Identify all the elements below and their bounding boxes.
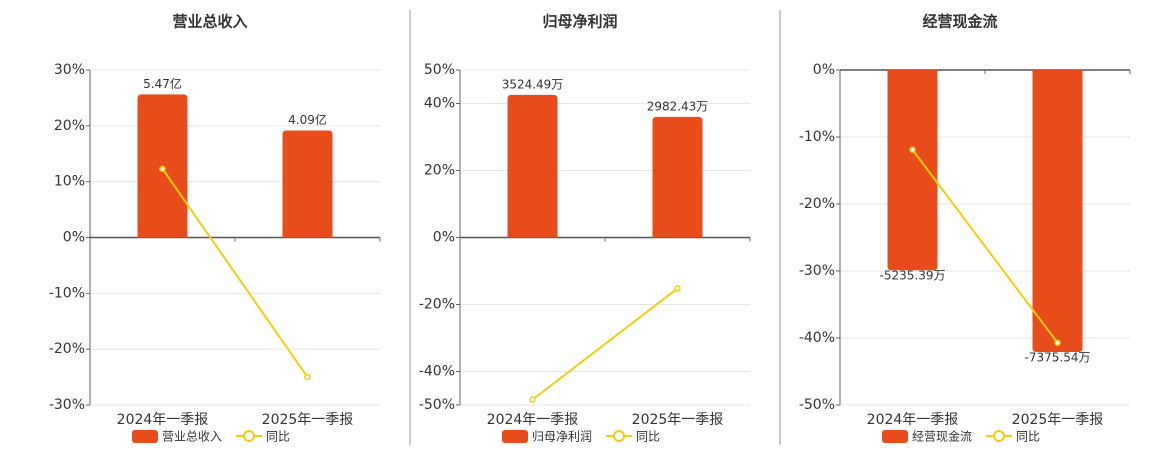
legend-swatch bbox=[882, 430, 908, 443]
x-tick-label: 2024年一季报 bbox=[487, 412, 579, 428]
data-label: 2982.43万 bbox=[647, 99, 709, 113]
legend-label: 营业总收入 bbox=[162, 430, 222, 444]
bar bbox=[652, 116, 703, 238]
y-tick-label: 0% bbox=[433, 230, 455, 246]
bar bbox=[1032, 70, 1083, 353]
data-label: -7375.54万 bbox=[1025, 351, 1091, 365]
y-tick-label: -30% bbox=[799, 263, 835, 279]
legend-swatch bbox=[502, 430, 528, 443]
chart-title: 营业总收入 bbox=[172, 13, 247, 31]
line-point bbox=[529, 396, 536, 403]
x-tick-label: 2025年一季报 bbox=[1012, 412, 1104, 428]
x-tick-label: 2025年一季报 bbox=[632, 412, 724, 428]
data-label: 3524.49万 bbox=[502, 77, 564, 91]
legend-label: 归母净利润 bbox=[532, 430, 592, 444]
x-tick-label: 2025年一季报 bbox=[262, 412, 354, 428]
y-tick-label: -40% bbox=[419, 364, 455, 380]
legend-swatch bbox=[243, 430, 256, 442]
data-label: 4.09亿 bbox=[288, 112, 327, 127]
y-tick-label: -40% bbox=[799, 330, 835, 346]
bar bbox=[282, 130, 333, 238]
chart-title: 归母净利润 bbox=[542, 13, 617, 31]
y-tick-label: -50% bbox=[799, 397, 835, 413]
y-tick-label: -10% bbox=[799, 129, 835, 145]
legend-label: 同比 bbox=[266, 430, 290, 444]
y-tick-label: 0% bbox=[813, 62, 835, 78]
line-point bbox=[1054, 339, 1061, 346]
line bbox=[531, 287, 679, 401]
x-tick-label: 2024年一季报 bbox=[867, 412, 959, 428]
y-tick-label: 0% bbox=[63, 230, 85, 246]
line bbox=[911, 149, 1059, 344]
legend-swatch bbox=[993, 430, 1006, 442]
line bbox=[161, 168, 309, 378]
y-tick-label: -10% bbox=[49, 285, 85, 301]
y-tick-label: 50% bbox=[424, 62, 455, 78]
line-point bbox=[909, 146, 916, 153]
y-tick-label: -20% bbox=[419, 297, 455, 313]
y-tick-label: 20% bbox=[424, 163, 455, 179]
bar bbox=[887, 70, 938, 271]
line-point bbox=[674, 285, 681, 292]
y-tick-label: -50% bbox=[419, 397, 455, 413]
legend-label: 经营现金流 bbox=[912, 429, 972, 444]
line-point bbox=[304, 373, 311, 381]
legend-swatch bbox=[132, 430, 158, 443]
legend-swatch bbox=[613, 430, 626, 442]
y-tick-label: -30% bbox=[49, 397, 85, 413]
data-label: 5.47亿 bbox=[143, 76, 182, 91]
data-label: -5235.39万 bbox=[880, 269, 946, 283]
y-tick-label: 30% bbox=[54, 62, 85, 78]
y-tick-label: 40% bbox=[424, 96, 455, 112]
y-tick-label: -20% bbox=[49, 341, 85, 357]
line-point bbox=[159, 165, 166, 173]
y-tick-label: -20% bbox=[799, 196, 835, 212]
bar bbox=[507, 94, 558, 238]
y-tick-label: 20% bbox=[54, 118, 85, 134]
chart-title: 经营现金流 bbox=[922, 13, 997, 31]
legend-label: 同比 bbox=[636, 430, 660, 444]
x-tick-label: 2024年一季报 bbox=[117, 412, 209, 428]
legend-label: 同比 bbox=[1016, 430, 1040, 444]
y-tick-label: 10% bbox=[54, 174, 85, 190]
